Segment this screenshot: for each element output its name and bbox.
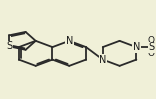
Text: N: N [133, 42, 140, 52]
Text: O: O [148, 36, 155, 45]
Text: S: S [148, 42, 154, 52]
Text: O: O [148, 49, 155, 58]
Text: N: N [66, 36, 73, 46]
Text: S: S [6, 41, 12, 51]
Text: N: N [99, 55, 107, 65]
